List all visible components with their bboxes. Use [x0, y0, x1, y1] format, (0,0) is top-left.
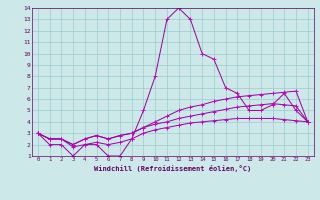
X-axis label: Windchill (Refroidissement éolien,°C): Windchill (Refroidissement éolien,°C): [94, 165, 252, 172]
